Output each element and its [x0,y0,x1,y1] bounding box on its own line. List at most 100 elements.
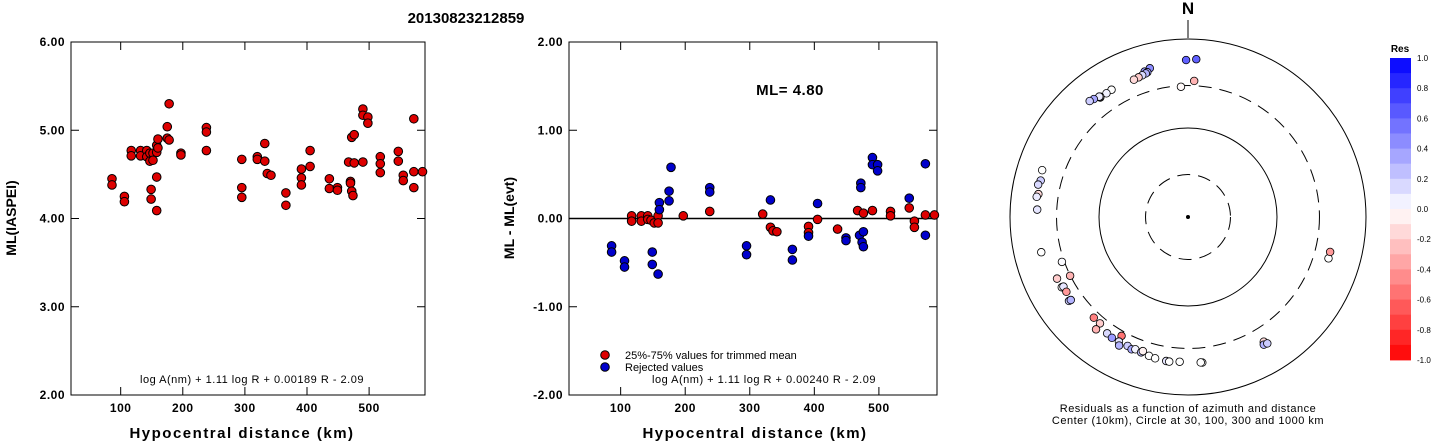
chart2-ylabel: ML - ML(evt) [501,177,517,259]
data-point [409,166,419,177]
data-point [201,145,212,156]
ml-residual-chart: 100 200 300 400 500 -2.00 -1.00 0.00 1.00 2.00 [533,35,940,415]
data-point [296,180,307,190]
ml-iaspei-chart: 100 200 300 400 500 2.00 3.00 4.00 5.00 6.00 [40,35,428,415]
station-marker [1107,333,1117,343]
data-point [856,182,866,193]
data-point [909,222,920,233]
colorbar-swatch [1390,193,1411,210]
data-point [236,182,247,193]
data-point [741,249,752,260]
distance-ring-1000km [1009,38,1367,396]
azimuth-residual-plot [1009,20,1367,396]
colorbar-tick-label: -0.2 [1417,235,1431,244]
epicenter-marker [1186,215,1190,219]
station-marker [1129,75,1139,84]
data-point [654,204,665,215]
data-point [358,157,368,167]
station-marker [1065,271,1075,280]
station-marker [1192,55,1201,64]
data-point [803,231,814,241]
colorbar-swatch [1390,103,1411,119]
data-point [741,241,752,251]
colorbar-swatch [1390,299,1411,316]
x-tick-label: 200 [172,401,194,415]
colorbar-tick-label: -0.4 [1417,265,1431,274]
data-point [305,161,315,172]
station-marker [1325,247,1335,257]
data-point [393,156,404,166]
data-point [841,235,851,246]
data-point [885,211,896,221]
data-point [904,203,915,213]
legend-label-trimmed-mean: 25%-75% values for trimmed mean [625,350,797,362]
y-tick-label: 5.00 [40,123,65,137]
event-id-title: 20130823212859 [408,10,525,27]
data-point [666,162,676,173]
colorbar-tick-label: -1.0 [1417,356,1431,365]
data-point [153,143,163,153]
chart2-xlabel: Hypocentral distance (km) [642,425,867,441]
chart1-frame [70,41,426,396]
colorbar-swatch [1390,73,1411,89]
x-tick-label: 100 [110,401,132,415]
data-point [704,187,715,197]
colorbar-swatch [1390,178,1411,195]
data-point [858,226,869,237]
data-point [363,118,373,128]
station-marker [1057,257,1067,267]
data-point [858,208,869,219]
data-point [787,244,798,255]
data-point [858,241,869,252]
data-point [349,158,360,168]
x-tick-label: 500 [868,401,890,415]
y-tick-label: 1.00 [538,123,563,137]
colorbar-title: Res [1391,44,1410,55]
y-tick-label: 2.00 [538,35,563,49]
data-point [929,210,940,220]
data-point [146,184,156,195]
data-point [704,206,715,217]
data-point [164,98,174,109]
station-marker [1176,82,1186,91]
data-point [259,156,270,166]
x-tick-label: 500 [358,401,380,415]
colorbar-swatch [1390,329,1411,346]
data-point [148,155,158,166]
polar-caption-line2: Center (10km), Circle at 30, 100, 300 an… [1052,415,1324,427]
colorbar-tick-label: 0.8 [1417,84,1429,93]
data-point [107,180,117,190]
colorbar-swatch [1390,58,1411,74]
north-label: N [1182,0,1194,18]
legend-marker-rejected [600,362,610,372]
data-point [345,178,356,188]
data-point [146,194,156,204]
y-tick-label: 2.00 [40,388,65,402]
chart1-ylabel: ML(IASPEI) [3,180,19,255]
data-point [281,188,291,198]
station-marker [1263,339,1272,348]
station-marker [1037,248,1046,257]
colorbar-swatch [1390,314,1411,331]
y-tick-label: 4.00 [40,212,65,226]
station-marker [1052,274,1062,283]
y-tick-label: -2.00 [533,388,563,402]
data-point [296,164,307,174]
y-tick-label: -1.00 [533,300,563,314]
x-tick-label: 300 [739,401,761,415]
colorbar-tick-label: 0.0 [1417,205,1429,214]
station-marker [1091,325,1101,334]
data-point [393,146,404,157]
data-point [409,182,419,193]
data-point [812,214,823,225]
colorbar-swatch [1390,118,1411,134]
colorbar-swatch [1390,209,1411,225]
station-marker [1114,341,1124,350]
chart1-xlabel: Hypocentral distance (km) [129,425,354,441]
data-point [904,193,915,204]
data-point [236,154,247,165]
x-tick-label: 200 [674,401,696,415]
data-point [324,173,335,184]
distance-ring-30km [1145,174,1231,260]
colorbar-tick-label: 0.6 [1417,114,1429,123]
